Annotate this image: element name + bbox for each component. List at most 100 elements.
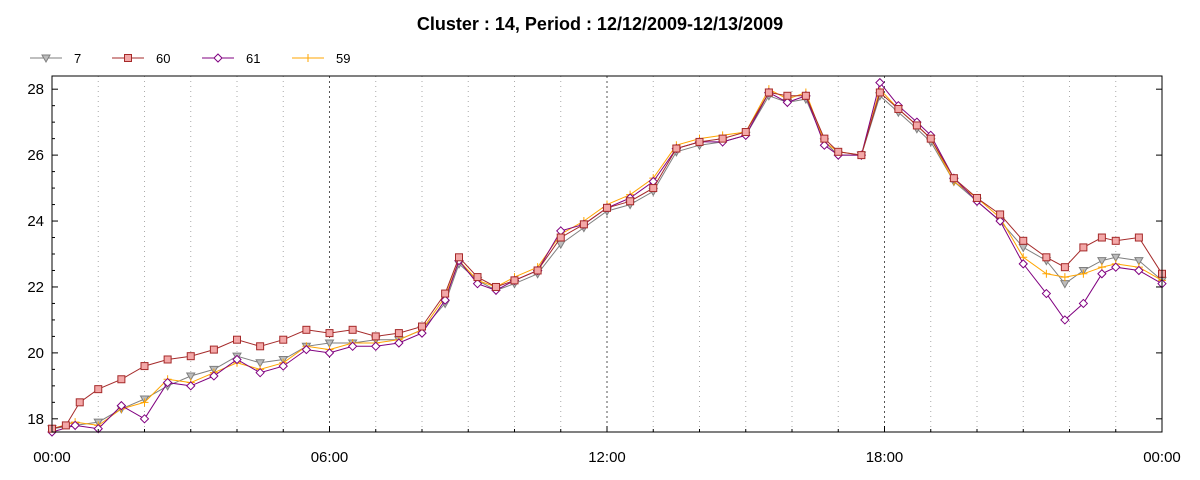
y-tick-label: 20: [27, 345, 44, 362]
data-point: [301, 344, 312, 355]
data-point: [256, 342, 265, 351]
data-point: [124, 54, 132, 62]
data-point: [1097, 257, 1107, 266]
data-point: [455, 253, 463, 262]
legend-label: 60: [156, 51, 170, 66]
data-point: [93, 423, 103, 434]
data-point: [116, 400, 127, 411]
x-tick-label: 18:00: [866, 449, 904, 466]
x-tick-label: 00:00: [33, 449, 71, 466]
data-point: [324, 348, 335, 358]
data-point: [394, 338, 404, 348]
data-point: [394, 329, 403, 338]
data-point: [233, 335, 241, 344]
data-point: [186, 352, 195, 361]
data-point: [1134, 265, 1144, 276]
x-tick-label: 12:00: [588, 449, 626, 466]
x-tick-label: 00:00: [1143, 449, 1181, 466]
chart-title: Cluster : 14, Period : 12/12/2009-12/13/…: [417, 14, 783, 34]
data-point: [347, 341, 358, 352]
data-point: [163, 355, 172, 364]
data-point: [783, 91, 792, 100]
data-point: [1060, 263, 1069, 272]
data-point: [186, 381, 196, 391]
data-point: [834, 147, 843, 156]
data-point: [1111, 236, 1120, 245]
data-point: [533, 266, 542, 275]
data-point: [764, 88, 773, 97]
y-tick-label: 24: [27, 213, 44, 230]
legend-item: 60: [112, 51, 170, 66]
data-point: [912, 121, 921, 130]
data-point: [1042, 253, 1051, 262]
data-point: [1060, 315, 1070, 325]
x-tick-label: 06:00: [311, 449, 349, 466]
data-point: [857, 151, 866, 160]
data-point: [304, 54, 312, 62]
legend-label: 7: [74, 51, 81, 66]
data-point: [949, 174, 958, 183]
data-point: [1110, 253, 1121, 263]
data-point: [1097, 269, 1107, 279]
data-point: [1018, 259, 1028, 269]
data-point: [278, 361, 288, 371]
data-point: [441, 289, 450, 298]
data-point: [626, 197, 635, 206]
data-point: [440, 295, 450, 305]
data-point: [1078, 298, 1089, 309]
data-point: [94, 385, 103, 394]
data-point: [996, 210, 1005, 219]
data-point: [162, 377, 173, 388]
data-point: [1019, 236, 1028, 245]
data-point: [801, 91, 810, 100]
data-point: [348, 325, 357, 334]
legend-item: 61: [202, 51, 260, 66]
data-point: [1079, 243, 1088, 252]
data-point: [579, 220, 588, 229]
data-point: [255, 367, 265, 378]
data-point: [117, 375, 126, 384]
data-point: [75, 398, 84, 407]
data-point: [325, 329, 334, 338]
data-point: [1134, 257, 1144, 266]
legend-item: 7: [30, 51, 81, 66]
data-point: [973, 193, 981, 202]
y-tick-label: 26: [27, 147, 44, 164]
data-point: [1041, 288, 1052, 299]
legend-item: 59: [292, 51, 350, 66]
data-point: [510, 276, 519, 285]
legend: 7 60 61 59: [30, 51, 350, 66]
data-point: [61, 421, 70, 430]
data-point: [875, 88, 884, 97]
data-point: [926, 134, 935, 143]
data-point: [213, 53, 223, 63]
y-tick-label: 18: [27, 411, 44, 428]
data-point: [556, 233, 565, 242]
legend-label: 61: [246, 51, 260, 66]
data-point: [875, 77, 885, 88]
data-point: [894, 104, 903, 113]
data-point: [70, 420, 80, 431]
data-point: [1111, 262, 1121, 272]
data-point: [140, 362, 149, 371]
data-point: [1134, 233, 1143, 242]
data-point: [1018, 243, 1029, 253]
data-point: [695, 137, 704, 146]
data-point: [209, 345, 218, 354]
data-point: [1060, 273, 1069, 282]
series-60: [48, 88, 1166, 433]
data-point: [1079, 269, 1088, 278]
y-tick-label: 22: [27, 279, 44, 296]
data-point: [995, 216, 1005, 226]
legend-label: 59: [336, 51, 350, 66]
data-point: [473, 273, 482, 282]
data-point: [819, 140, 830, 150]
data-point: [279, 335, 288, 344]
data-point: [649, 184, 658, 193]
data-point: [255, 359, 265, 368]
data-point: [371, 332, 380, 341]
data-point: [324, 339, 335, 349]
data-point: [41, 54, 51, 64]
data-point: [1060, 280, 1070, 289]
